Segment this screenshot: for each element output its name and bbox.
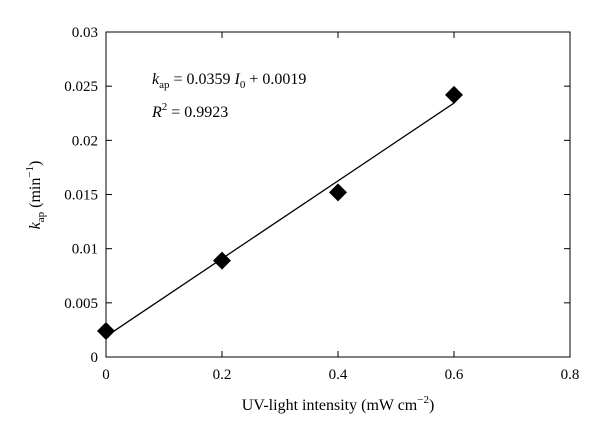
data-point-diamond: [213, 251, 231, 270]
y-tick-label: 0: [91, 350, 99, 366]
y-tick-label: 0.03: [72, 25, 98, 41]
y-tick-label: 0.025: [64, 79, 98, 95]
y-axis-label: kap (min−1): [24, 161, 47, 230]
fit-line: [105, 102, 455, 337]
y-tick-label: 0.005: [64, 296, 98, 312]
x-axis-label: UV-light intensity (mW cm−2): [242, 394, 435, 414]
y-tick-label: 0.015: [64, 188, 98, 204]
data-point-diamond: [329, 183, 347, 202]
x-tick-label: 0.2: [213, 367, 232, 383]
data-point-diamond: [445, 85, 463, 104]
x-tick-label: 0.4: [329, 367, 348, 383]
equation-annotation: kap = 0.0359 I0 + 0.0019: [152, 71, 306, 91]
x-tick-label: 0.6: [445, 367, 464, 383]
x-axis: 0 0.2 0.4 0.6 0.8: [102, 32, 579, 383]
data-point-diamond: [97, 322, 115, 340]
r-squared-annotation: R2 = 0.9923: [151, 101, 228, 121]
y-tick-label: 0.01: [72, 242, 98, 258]
x-tick-label: 0: [102, 367, 110, 383]
y-axis: 0 0.005 0.01 0.015 0.02 0.025 0.03: [64, 25, 570, 366]
x-tick-label: 0.8: [561, 367, 580, 383]
data-points: [97, 85, 463, 340]
y-tick-label: 0.02: [72, 133, 98, 149]
